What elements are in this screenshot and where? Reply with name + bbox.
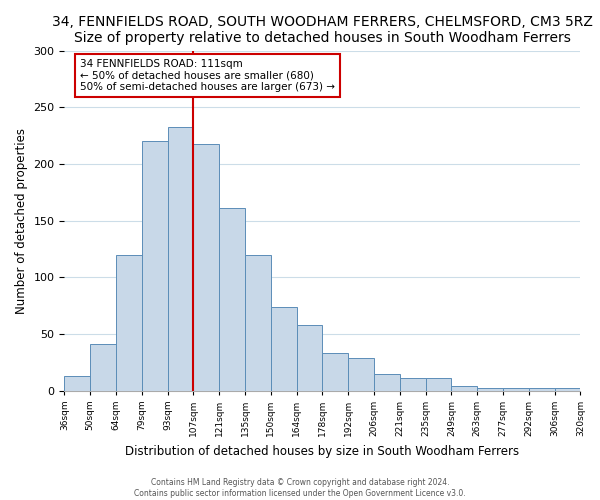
Bar [554,388,580,391]
Bar [400,378,425,391]
Bar [425,378,451,391]
Text: Contains HM Land Registry data © Crown copyright and database right 2024.
Contai: Contains HM Land Registry data © Crown c… [134,478,466,498]
Bar [116,254,142,391]
Bar [90,344,116,391]
Bar [193,144,219,391]
Bar [529,388,554,391]
X-axis label: Distribution of detached houses by size in South Woodham Ferrers: Distribution of detached houses by size … [125,444,520,458]
Bar [451,386,477,391]
Bar [245,254,271,391]
Bar [503,388,529,391]
Bar [64,376,90,391]
Bar [477,388,503,391]
Bar [142,142,167,391]
Bar [348,358,374,391]
Y-axis label: Number of detached properties: Number of detached properties [15,128,28,314]
Bar [322,354,348,391]
Title: 34, FENNFIELDS ROAD, SOUTH WOODHAM FERRERS, CHELMSFORD, CM3 5RZ
Size of property: 34, FENNFIELDS ROAD, SOUTH WOODHAM FERRE… [52,15,593,45]
Text: 34 FENNFIELDS ROAD: 111sqm
← 50% of detached houses are smaller (680)
50% of sem: 34 FENNFIELDS ROAD: 111sqm ← 50% of deta… [80,59,335,92]
Bar [296,325,322,391]
Bar [374,374,400,391]
Bar [219,208,245,391]
Bar [271,307,296,391]
Bar [167,126,193,391]
